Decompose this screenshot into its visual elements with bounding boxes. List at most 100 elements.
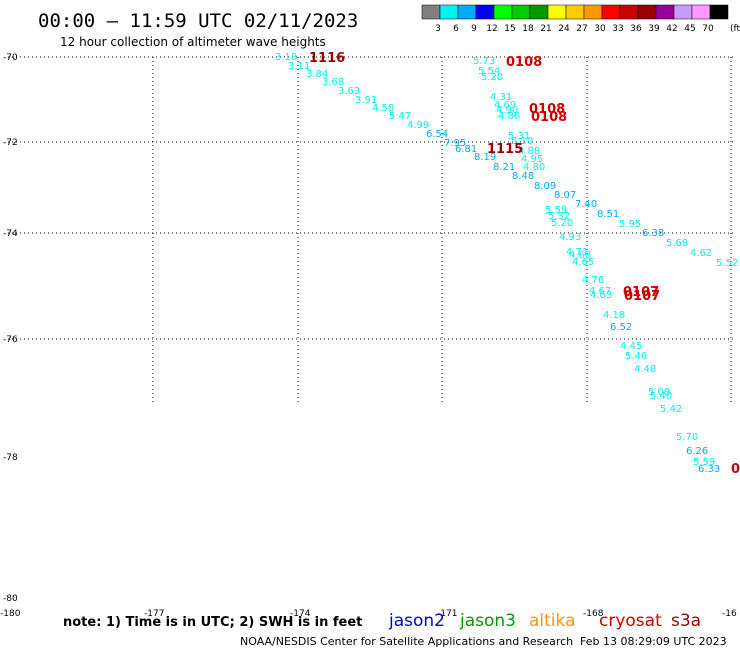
- swh-value: 5.52: [716, 258, 738, 269]
- legend-label: (ft): [730, 24, 740, 34]
- swh-value: 8.21: [493, 162, 515, 173]
- swh-value: 4.68: [569, 250, 591, 261]
- legend-swatch: [565, 4, 585, 20]
- legend-swatch: [619, 4, 639, 20]
- satellite-name: cryosat: [599, 611, 662, 631]
- longitude-label: -174: [290, 609, 311, 619]
- pass-time-label: 0: [731, 462, 740, 477]
- swh-value: 4.63: [590, 290, 612, 301]
- pass-time-label: 0107: [624, 289, 660, 304]
- swh-value: 3.91: [355, 95, 377, 106]
- legend-label: 24: [558, 24, 570, 34]
- legend-swatch: [583, 4, 603, 20]
- legend-label: 70: [702, 24, 714, 34]
- legend-label: 21: [540, 24, 551, 34]
- swh-value: 4.95: [521, 154, 543, 165]
- swh-value: 8.51: [597, 209, 619, 220]
- satellite-name: jason2: [388, 611, 445, 631]
- map-title: 00:00 – 11:59 UTC 02/11/2023: [38, 10, 358, 32]
- legend-swatch: [421, 4, 441, 20]
- pass-time-label: 0108: [531, 110, 567, 125]
- longitude-label: -168: [583, 609, 604, 619]
- pass-time-label: 0108: [506, 55, 542, 70]
- swh-value: 5.68: [666, 238, 688, 249]
- swh-value: 4.58: [372, 103, 394, 114]
- swh-value: 4.45: [620, 341, 642, 352]
- swh-value: 4.88: [518, 146, 540, 157]
- legend-swatch: [601, 4, 621, 20]
- legend-swatch: [475, 4, 495, 20]
- legend-swatch: [709, 4, 729, 20]
- swh-value: 4.71: [566, 247, 588, 258]
- swh-value: 8.48: [512, 171, 534, 182]
- swh-value: 5.47: [389, 111, 411, 122]
- swh-value: 5.42: [660, 404, 682, 415]
- swh-value: 3.84: [306, 69, 328, 80]
- legend-label: 12: [486, 24, 497, 34]
- satellite-name: s3a: [671, 611, 701, 631]
- swh-value: 4.90: [496, 105, 518, 116]
- legend-swatch: [637, 4, 657, 20]
- swh-value: 4.69: [494, 100, 516, 111]
- legend-label: 9: [471, 24, 477, 34]
- legend-swatch: [457, 4, 477, 20]
- swh-value: 4.62: [690, 248, 712, 259]
- longitude-label: -171: [437, 609, 457, 619]
- swh-value: 6.81: [455, 144, 477, 155]
- legend-label: 3: [435, 24, 441, 34]
- legend-swatch: [493, 4, 513, 20]
- swh-value: 5.20: [551, 218, 573, 229]
- swh-value: 5.10: [511, 136, 533, 147]
- swh-value: 5.32: [548, 211, 570, 222]
- swh-value: 6.52: [610, 322, 632, 333]
- swh-value: 4.76: [582, 275, 604, 286]
- swh-observations: 3.183.113.843.683.633.914.585.474.996.54…: [275, 52, 738, 475]
- swh-value: 4.80: [523, 162, 545, 173]
- longitude-label: -16: [722, 609, 737, 619]
- axis-labels: -70 -72 -74 -76 -78 -80 -180 -177 -174 -171 -168 -1…: [0, 53, 737, 619]
- legend-label: 45: [684, 24, 695, 34]
- legend-label: 36: [630, 24, 642, 34]
- swh-value: 5.70: [676, 432, 698, 443]
- swh-value: 8.09: [534, 181, 556, 192]
- swh-value: 4.93: [559, 232, 581, 243]
- swh-value: 5.59: [545, 205, 567, 216]
- legend-swatch: [673, 4, 693, 20]
- swh-value: 4.48: [634, 364, 656, 375]
- swh-value: 6.54: [426, 129, 448, 140]
- credit-text: NOAA/NESDIS Center for Satellite Applica…: [240, 635, 573, 648]
- latitude-label: -76: [3, 335, 18, 345]
- legend-label: 39: [648, 24, 660, 34]
- swh-value: 4.31: [490, 92, 512, 103]
- swh-value: 7.40: [575, 199, 597, 210]
- satellite-legend: jason2 jason3 altika cryosat s3a: [388, 611, 701, 631]
- legend-label: 33: [612, 24, 623, 34]
- swh-value: 4.67: [589, 286, 611, 297]
- swh-value: 5.59: [693, 457, 715, 468]
- footer-note: note: 1) Time is in UTC; 2) SWH is in fe…: [63, 615, 362, 630]
- swh-value: 6.26: [686, 446, 708, 457]
- swh-value: 6.38: [642, 228, 664, 239]
- pass-time-label: 0108: [529, 102, 565, 117]
- satellite-name: jason3: [459, 611, 516, 631]
- swh-value: 7.95: [444, 138, 466, 149]
- legend-swatch: [691, 4, 711, 20]
- longitude-label: -180: [0, 609, 21, 619]
- latitude-label: -70: [3, 53, 18, 63]
- latitude-label: -72: [3, 138, 18, 148]
- swh-value: 5.95: [619, 219, 641, 230]
- map-subtitle: 12 hour collection of altimeter wave hei…: [60, 35, 326, 49]
- latitude-label: -80: [3, 594, 18, 604]
- legend-swatch: [511, 4, 531, 20]
- pass-time-label: 0107: [623, 285, 659, 300]
- swh-value: 3.63: [338, 86, 360, 97]
- legend-label: 18: [522, 24, 534, 34]
- swh-value: 3.68: [322, 77, 344, 88]
- swh-value: 6.33: [698, 464, 720, 475]
- swh-value: 3.18: [275, 52, 297, 63]
- swh-value: 5.54: [478, 66, 500, 77]
- swh-value: 5.46: [625, 351, 647, 362]
- legend-swatch: [547, 4, 567, 20]
